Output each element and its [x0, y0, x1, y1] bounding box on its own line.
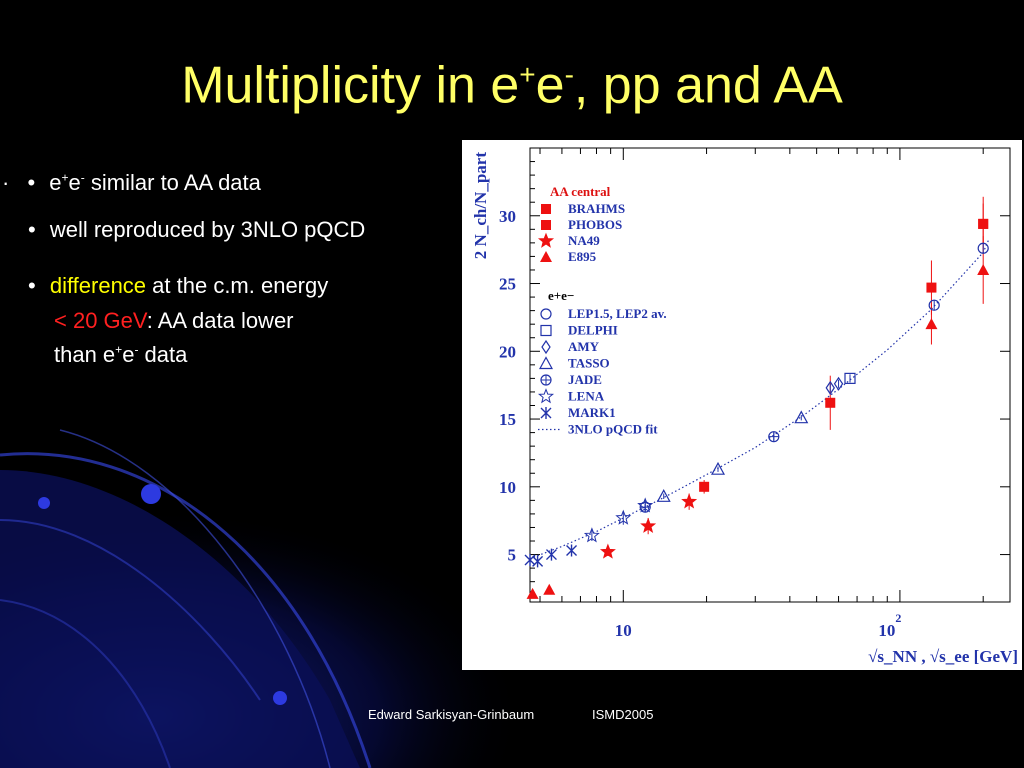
- legend-label: PHOBOS: [568, 217, 622, 232]
- legend-marker: [538, 356, 554, 370]
- legend-header-aa: AA central: [550, 184, 611, 199]
- data-point-na49: [599, 543, 616, 559]
- data-point-lena: [637, 497, 654, 513]
- data-point-mark1: [566, 544, 578, 557]
- legend-label: NA49: [568, 233, 600, 248]
- x-tick-label: 102: [878, 611, 901, 640]
- legend-marker: [537, 232, 555, 248]
- legend-label: DELPHI: [568, 323, 618, 338]
- legend-label: LENA: [568, 389, 605, 404]
- data-point-mark1: [532, 555, 544, 568]
- y-tick-label: 20: [499, 342, 516, 361]
- y-tick-label: 5: [508, 546, 517, 565]
- data-point-mark1: [545, 548, 557, 561]
- bullet-highlight: difference: [49, 273, 147, 298]
- y-axis-label: 2 N_ch/N_part: [471, 152, 490, 260]
- legend-marker: [540, 407, 552, 419]
- data-point-phobos: [825, 397, 836, 408]
- legend-marker: [541, 204, 551, 214]
- x-axis-label: √s_NN , √s_ee [GeV]: [868, 647, 1018, 666]
- data-point-phobos: [978, 218, 989, 229]
- bullet-item: • well reproduced by 3NLO pQCD: [28, 217, 365, 243]
- decor-dot: [273, 691, 287, 705]
- data-point-lena: [615, 509, 632, 525]
- legend-header-ee: e+e−: [548, 288, 574, 303]
- data-point-lep1-5-lep2-av: [977, 242, 989, 254]
- data-point-phobos: [926, 282, 937, 293]
- bullet-continuation: < 20 GeV: AA data lower: [54, 308, 294, 333]
- data-point-lep1-5-lep2-av: [928, 299, 940, 311]
- legend-marker: [537, 388, 555, 404]
- bullet-text: well reproduced by 3NLO pQCD: [49, 217, 366, 242]
- y-tick-label: 10: [499, 478, 516, 497]
- bullet-item: • difference at the c.m. energy: [28, 273, 328, 299]
- data-point-tasso: [711, 461, 726, 475]
- bullet-marker: •: [28, 273, 36, 298]
- legend-label: TASSO: [568, 356, 610, 371]
- legend-marker: [540, 324, 552, 337]
- legend-label: E895: [568, 249, 597, 264]
- y-tick-label: 15: [499, 410, 516, 429]
- footer-event: ISMD2005: [592, 707, 654, 722]
- plot-frame: [529, 147, 1011, 603]
- bullet-continuation: than e+e- data: [54, 342, 188, 367]
- data-point-e895: [543, 583, 556, 595]
- legend-marker: [541, 220, 551, 230]
- legend-label: 3NLO pQCD fit: [568, 422, 658, 437]
- bullet-text: similar to AA data: [84, 170, 261, 195]
- y-tick-label: 30: [499, 207, 516, 226]
- legend-label: BRAHMS: [568, 201, 625, 216]
- slide-title: Multiplicity in e+e-, pp and AA: [181, 56, 843, 115]
- x-tick-label: 10: [615, 621, 632, 640]
- footer-author: Edward Sarkisyan-Grinbaum: [368, 707, 535, 722]
- data-point-tasso: [794, 410, 809, 424]
- data-point-lena: [583, 527, 600, 543]
- data-point-delphi: [844, 372, 856, 384]
- bullet-marker: •: [27, 170, 36, 195]
- legend-label: LEP1.5, LEP2 av.: [568, 306, 667, 321]
- decor-dot: [38, 497, 50, 509]
- bullet-prefix-marker: ·: [2, 170, 10, 195]
- bullet-highlight: < 20 GeV: [54, 308, 147, 333]
- data-point-e895: [526, 587, 539, 599]
- data-point-tasso: [656, 489, 671, 502]
- legend-marker-cross: [541, 375, 551, 385]
- y-tick-label: 25: [499, 275, 516, 294]
- bullet-item: · • e+e- similar to AA data: [2, 170, 261, 195]
- data-point-e895: [925, 318, 938, 330]
- decor-dot: [141, 484, 161, 504]
- legend-marker: [540, 308, 552, 320]
- legend-label: AMY: [568, 339, 600, 354]
- legend-marker: [541, 339, 551, 355]
- legend-label: MARK1: [568, 405, 616, 420]
- data-point-mark1: [524, 553, 536, 566]
- data-point-na49: [640, 517, 657, 533]
- legend-marker: [540, 251, 552, 262]
- data-point-jade-cross: [768, 431, 779, 442]
- data-point-na49: [681, 493, 698, 509]
- data-point-phobos: [699, 481, 710, 492]
- data-point-amy: [825, 380, 835, 395]
- bullet-marker: •: [28, 217, 36, 242]
- plot-panel: 5 10 15 20 25 30 10 102 √s_NN , √s_ee [GeV] 2 N_c…: [462, 140, 1022, 670]
- data-point-e895: [977, 263, 990, 275]
- legend-label: JADE: [568, 372, 602, 387]
- data-point-amy: [833, 376, 844, 391]
- multiplicity-chart: 5 10 15 20 25 30 10 102 √s_NN , √s_ee [GeV] 2 N_c…: [471, 147, 1018, 666]
- bullet-text: at the c.m. energy: [146, 273, 329, 298]
